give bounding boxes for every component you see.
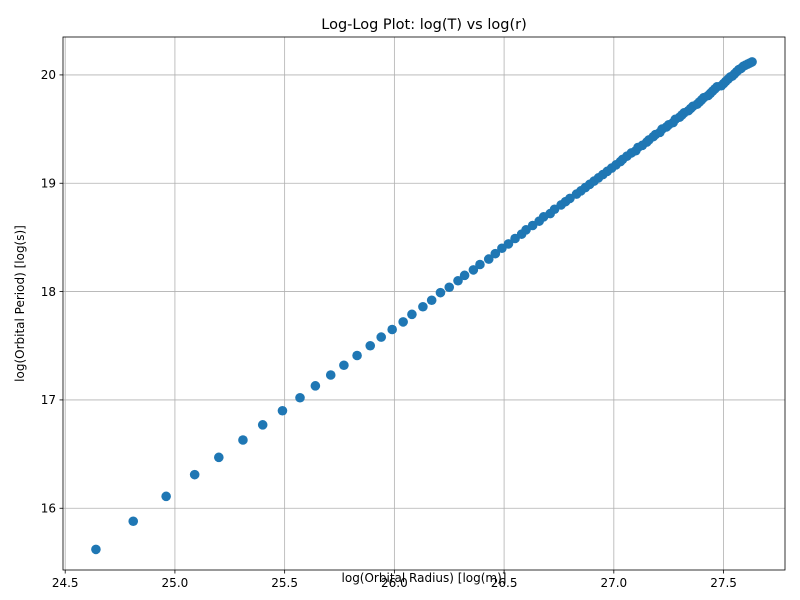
data-point xyxy=(453,275,463,286)
data-point xyxy=(295,392,305,403)
y-tick-label: 18 xyxy=(41,285,56,299)
y-tick-label: 16 xyxy=(41,501,56,515)
y-axis-label: log(Orbital Period) [log(s)] xyxy=(13,225,27,382)
data-point xyxy=(128,516,139,527)
data-point xyxy=(161,491,171,502)
data-point xyxy=(352,350,362,361)
chart-title: Log-Log Plot: log(T) vs log(r) xyxy=(321,17,526,33)
grid-lines xyxy=(63,37,785,570)
data-point xyxy=(444,282,455,293)
x-tick-label: 25.5 xyxy=(271,576,298,590)
data-points xyxy=(91,57,757,555)
data-point xyxy=(459,270,470,281)
data-point xyxy=(435,287,446,298)
data-point xyxy=(310,381,321,391)
x-tick-label: 26.0 xyxy=(381,576,408,590)
x-tick-label: 25.0 xyxy=(162,576,189,590)
data-point xyxy=(483,254,494,264)
data-point xyxy=(426,295,437,306)
x-tick-label: 27.0 xyxy=(600,576,627,590)
data-point xyxy=(503,239,514,249)
data-point xyxy=(407,309,417,320)
data-point xyxy=(238,435,248,445)
data-point xyxy=(325,370,336,380)
plot-frame xyxy=(62,36,786,571)
data-point xyxy=(339,360,349,371)
data-point xyxy=(398,317,408,327)
data-point xyxy=(747,57,757,67)
data-point xyxy=(376,332,387,342)
data-point xyxy=(387,324,397,335)
x-tick-label: 27.5 xyxy=(710,576,737,590)
data-point xyxy=(257,420,268,430)
data-point xyxy=(277,405,288,416)
x-axis-ticks: 24.5 25.0 25.5 26.0 26.5 27.0 27.5 xyxy=(52,570,737,590)
data-point xyxy=(91,544,101,555)
y-axis-ticks: 16 17 18 19 20 xyxy=(41,68,63,515)
data-point xyxy=(490,248,501,259)
data-point xyxy=(189,469,200,480)
x-tick-label: 26.5 xyxy=(491,576,518,590)
y-tick-label: 20 xyxy=(41,68,56,82)
y-tick-label: 19 xyxy=(41,176,56,190)
x-tick-label: 24.5 xyxy=(52,576,79,590)
data-point xyxy=(418,301,428,312)
data-point xyxy=(475,259,485,270)
x-axis-label: log(Orbital Radius) [log(m)] xyxy=(342,571,507,585)
y-tick-label: 17 xyxy=(41,393,56,407)
data-point xyxy=(214,452,224,463)
data-point xyxy=(365,340,376,351)
data-point xyxy=(468,265,479,275)
